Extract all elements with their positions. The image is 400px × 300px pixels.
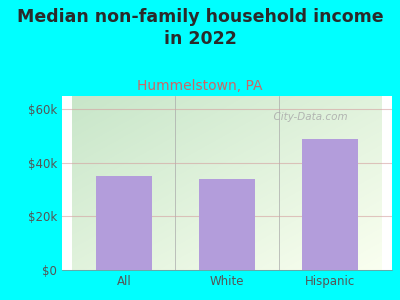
Bar [302, 139, 358, 270]
Text: Hummelstown, PA: Hummelstown, PA [137, 80, 263, 94]
Bar [96, 176, 152, 270]
Bar [199, 179, 255, 270]
Text: City-Data.com: City-Data.com [267, 112, 347, 122]
Text: Median non-family household income
in 2022: Median non-family household income in 20… [17, 8, 383, 48]
